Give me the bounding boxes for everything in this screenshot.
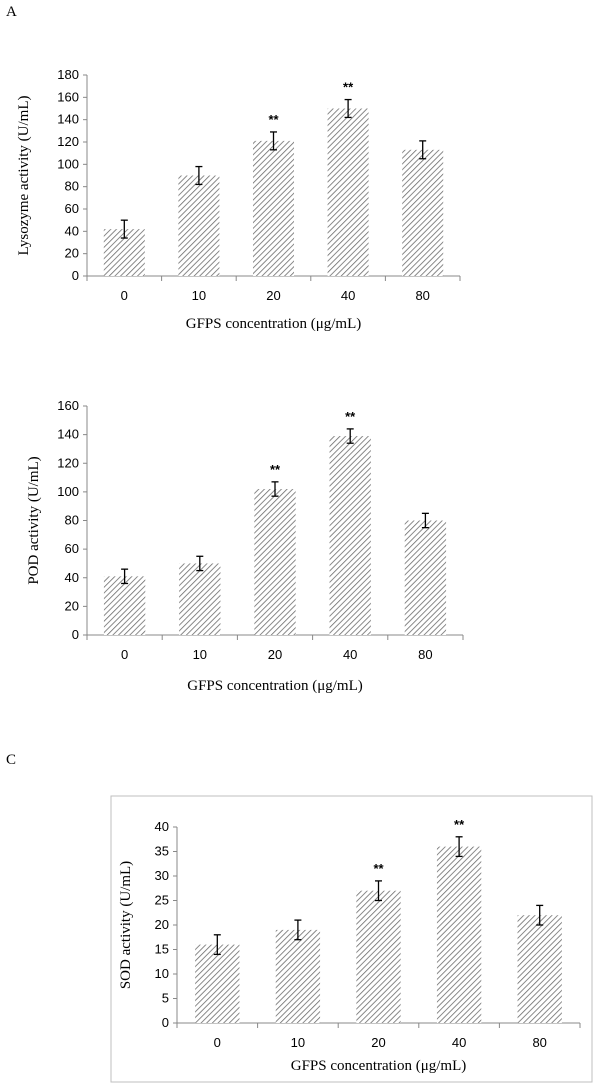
bar [327, 108, 369, 276]
bar [517, 915, 562, 1023]
sod-chart: 0 5 10 15 20 25 30 35 40 0 10 ** 20 ** 40 80 GFPS concen… [110, 795, 593, 1083]
y-tick-label: 120 [57, 134, 79, 149]
y-tick-label: 160 [57, 89, 79, 104]
significance-label: ** [373, 861, 384, 876]
x-tick-label: 40 [452, 1035, 466, 1050]
x-tick-label: 80 [532, 1035, 546, 1050]
bar [356, 890, 401, 1023]
y-tick-label: 0 [72, 268, 79, 283]
y-tick-label: 80 [65, 179, 79, 194]
y-axis-title: Lysozyme activity (U/mL) [16, 96, 32, 256]
x-axis-title: GFPS concentration (μg/mL) [291, 1058, 467, 1074]
y-tick-label: 35 [155, 844, 169, 859]
bar [179, 563, 221, 635]
x-tick-label: 0 [121, 647, 128, 662]
y-axis-title: SOD activity (U/mL) [118, 861, 134, 989]
bar [436, 846, 482, 1023]
bar [103, 576, 146, 635]
bar [195, 944, 240, 1023]
significance-label: ** [270, 462, 281, 477]
x-axis-title: GFPS concentration (μg/mL) [187, 678, 363, 694]
pod-chart: 0 20 40 60 80 100 120 140 160 0 10 ** 20 ** 40 80 GFPS c… [26, 398, 464, 694]
x-tick-label: 10 [291, 1035, 305, 1050]
x-tick-label: 80 [415, 288, 429, 303]
x-tick-label: 40 [343, 647, 357, 662]
y-tick-label: 40 [155, 819, 169, 834]
y-tick-label: 60 [65, 541, 79, 556]
panel-label-a: A [6, 4, 17, 20]
x-tick-label: 0 [121, 288, 128, 303]
bar [329, 436, 371, 635]
bar [402, 149, 444, 276]
bar [252, 140, 295, 276]
x-tick-label: 20 [268, 647, 282, 662]
significance-label: ** [345, 409, 356, 424]
x-axis-title: GFPS concentration (μg/mL) [186, 316, 362, 332]
y-tick-label: 100 [57, 484, 79, 499]
y-tick-label: 10 [155, 966, 169, 981]
panel-label-c: C [6, 752, 17, 768]
y-tick-label: 5 [162, 991, 169, 1006]
y-tick-label: 20 [65, 598, 79, 613]
y-tick-label: 60 [65, 201, 79, 216]
bar [178, 175, 220, 276]
x-tick-label: 40 [341, 288, 355, 303]
y-tick-label: 140 [57, 112, 79, 127]
y-tick-label: 25 [155, 893, 169, 908]
y-tick-label: 40 [65, 223, 79, 238]
lysozyme-chart: 0 20 40 60 80 100 120 140 160 180 0 10 ** 20 ** 40 80 GFP… [16, 67, 461, 332]
significance-label: ** [268, 112, 279, 127]
y-tick-label: 0 [162, 1015, 169, 1030]
y-tick-label: 20 [155, 917, 169, 932]
chart-c-frame [110, 795, 593, 1083]
bar [404, 520, 447, 635]
x-tick-label: 10 [193, 647, 207, 662]
y-tick-label: 160 [57, 398, 79, 413]
bar [275, 929, 321, 1023]
x-tick-label: 0 [214, 1035, 221, 1050]
y-tick-label: 30 [155, 868, 169, 883]
bar [254, 489, 296, 635]
x-tick-label: 20 [266, 288, 280, 303]
y-tick-label: 40 [65, 570, 79, 585]
x-tick-label: 80 [418, 647, 432, 662]
y-tick-label: 0 [72, 627, 79, 642]
x-tick-label: 10 [192, 288, 206, 303]
y-axis-title: POD activity (U/mL) [26, 456, 42, 584]
y-tick-label: 20 [65, 246, 79, 261]
x-tick-label: 20 [371, 1035, 385, 1050]
y-tick-label: 80 [65, 513, 79, 528]
significance-label: ** [454, 817, 465, 832]
y-tick-label: 140 [57, 427, 79, 442]
y-tick-label: 15 [155, 942, 169, 957]
y-tick-label: 180 [57, 67, 79, 82]
significance-label: ** [343, 80, 354, 95]
y-tick-label: 100 [57, 156, 79, 171]
y-tick-label: 120 [57, 455, 79, 470]
